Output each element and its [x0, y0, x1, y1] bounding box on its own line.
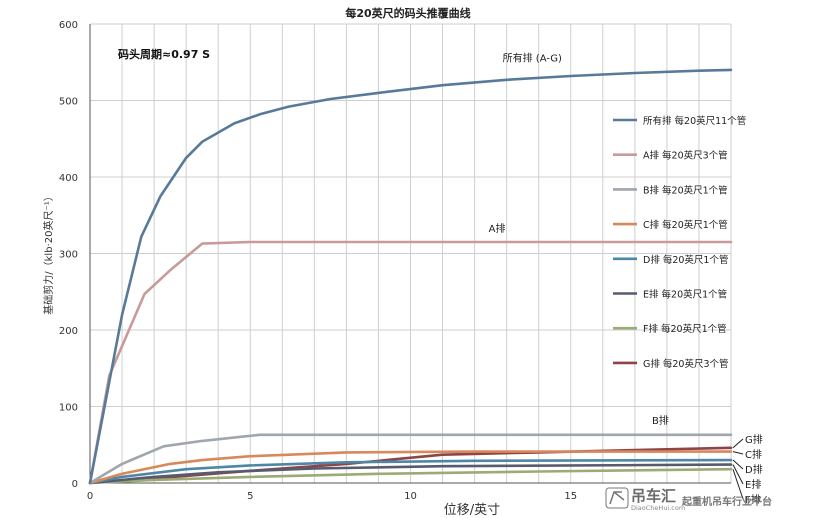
x-tick-label: 0 — [87, 491, 93, 502]
watermark-logo: 吊车汇 DiaoCheHui.com 起重机吊车行业平台 — [605, 487, 772, 512]
series-line — [88, 450, 733, 485]
x-tick-label: 5 — [247, 491, 253, 502]
end-label-arrow — [732, 459, 744, 470]
legend-entry: G排 每20英尺3个管 — [643, 358, 729, 370]
y-tick-label: 200 — [59, 326, 78, 337]
watermark-slogan: 起重机吊车行业平台 — [681, 495, 772, 508]
series-annotation: A排 — [489, 222, 506, 235]
x-tick-label: 10 — [404, 491, 417, 502]
legend: 所有排 每20英尺11个管 A排 每20英尺3个管 B排 每20英尺1个管 C排 每2… — [613, 115, 746, 370]
end-label: F排 — [745, 493, 761, 506]
crane-logo-mark — [609, 491, 625, 505]
legend-entry: B排 每20英尺1个管 — [643, 184, 728, 196]
x-tick-label: 15 — [564, 491, 577, 502]
end-label: C排 — [745, 448, 762, 461]
y-tick-label: 100 — [59, 403, 78, 414]
legend-entry: C排 每20英尺1个管 — [643, 219, 728, 231]
series-lines — [88, 68, 733, 485]
watermark-brand: 吊车汇 — [631, 487, 676, 505]
period-note: 码头周期≈0.97 S — [118, 47, 210, 61]
legend-entry: F排 每20英尺1个管 — [643, 323, 727, 335]
x-axis-label: 位移/英寸 — [444, 503, 500, 518]
series-line — [88, 68, 733, 485]
y-tick-label: 600 — [59, 20, 78, 31]
end-label: D排 — [745, 463, 763, 476]
series-line — [88, 467, 733, 485]
y-tick-label: 0 — [72, 479, 78, 490]
crane-logo-icon — [605, 487, 629, 509]
watermark-site: DiaoCheHui.com — [631, 504, 685, 512]
y-tick-label: 300 — [59, 250, 78, 261]
legend-entry: A排 每20英尺3个管 — [643, 150, 728, 162]
end-label-arrow — [732, 469, 744, 500]
series-line — [88, 433, 733, 485]
grid — [90, 23, 732, 483]
end-label-arrow — [732, 464, 744, 485]
end-label-arrow — [732, 438, 744, 449]
series-line — [88, 458, 733, 485]
series-line — [88, 463, 733, 485]
end-label: G排 — [745, 433, 763, 446]
legend-entry: D排 每20英尺1个管 — [643, 254, 728, 266]
y-axis-label: 基础剪力/（klb·20英尺⁻¹） — [42, 191, 55, 314]
axis-ticks: 0 100 200 300 400 500 600 0 5 10 15 — [59, 20, 577, 502]
series-line — [88, 240, 733, 485]
chart-title: 每20英尺的码头推覆曲线 — [345, 6, 470, 20]
annotations: 所有排 (A-G) A排 B排 — [489, 51, 669, 427]
legend-entry: 所有排 每20英尺11个管 — [643, 115, 746, 127]
end-label: E排 — [745, 478, 761, 491]
y-tick-label: 400 — [59, 173, 78, 184]
series-annotation: 所有排 (A-G) — [503, 51, 562, 64]
end-labels: G排 C排 D排 E排 F排 — [732, 433, 763, 506]
legend-entry: E排 每20英尺1个管 — [643, 289, 727, 301]
y-tick-label: 500 — [59, 97, 78, 108]
series-annotation: B排 — [652, 414, 669, 427]
end-label-arrow — [732, 451, 744, 455]
